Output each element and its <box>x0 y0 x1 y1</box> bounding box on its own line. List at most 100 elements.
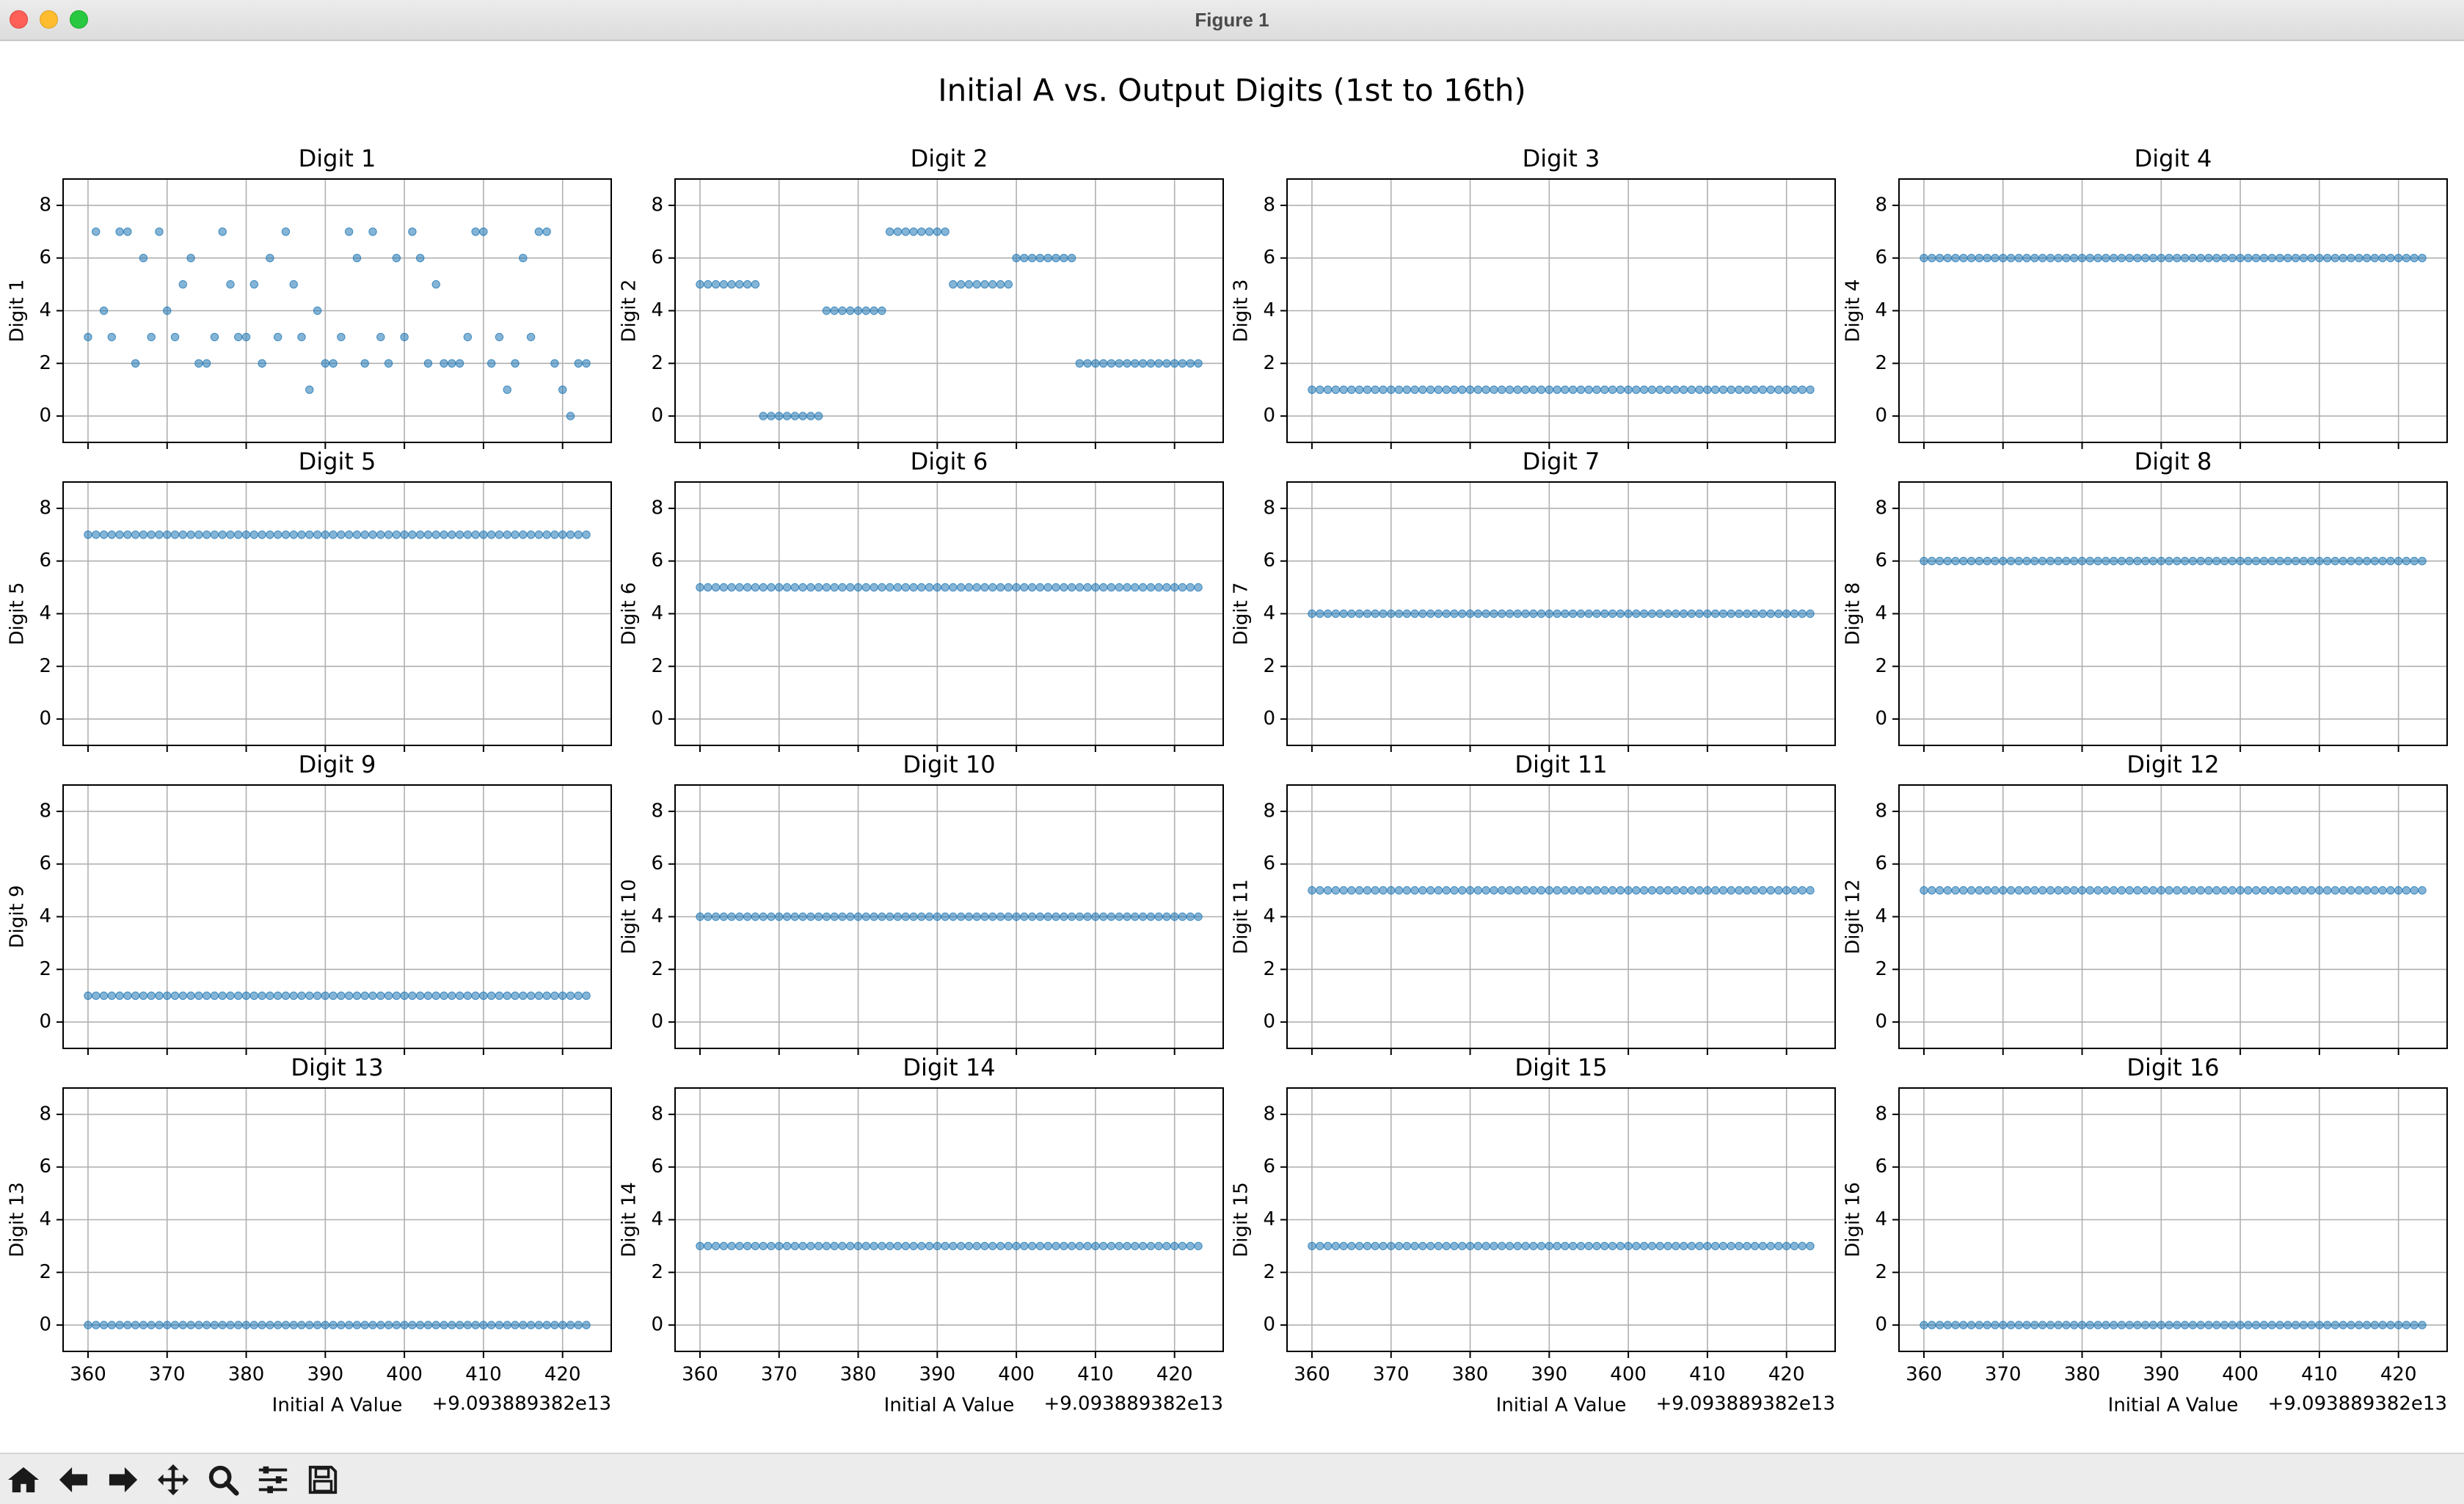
forward-button[interactable] <box>103 1461 144 1498</box>
data-point <box>1521 385 1530 394</box>
y-tick-label: 4 <box>1875 299 1887 321</box>
y-axis-label: Digit 8 <box>1842 583 1865 646</box>
x-axis-label: Initial A Value <box>1496 1395 1627 1417</box>
y-tick-label: 4 <box>1875 602 1887 624</box>
x-tick-label: 380 <box>2064 1364 2101 1386</box>
data-point <box>996 280 1005 289</box>
data-point <box>495 332 504 342</box>
data-point <box>949 912 958 921</box>
data-point <box>178 280 188 289</box>
data-point <box>933 912 942 921</box>
data-point <box>1060 254 1068 263</box>
data-point <box>790 412 800 420</box>
data-point <box>2038 254 2047 263</box>
data-point <box>2148 886 2158 895</box>
subplot-14: 0 2 4 6 8 360 370 380 390 400 410 420 Digit 14 Digit … <box>619 1054 1224 1417</box>
data-point <box>1458 385 1467 394</box>
data-point <box>249 991 259 1000</box>
y-axis-label: Digit 12 <box>1842 879 1865 954</box>
data-point <box>249 280 259 289</box>
close-window-icon[interactable] <box>10 10 28 29</box>
data-point <box>1131 583 1140 592</box>
data-point <box>234 991 243 1000</box>
data-point <box>2141 254 2150 263</box>
data-point <box>2014 1321 2024 1329</box>
data-point <box>115 991 124 1000</box>
data-point <box>1154 359 1163 368</box>
data-point <box>743 912 752 921</box>
data-point <box>1347 886 1356 895</box>
data-point <box>1928 886 1936 895</box>
data-point <box>258 1321 266 1329</box>
save-button[interactable] <box>302 1461 343 1498</box>
pan-button[interactable] <box>153 1461 194 1498</box>
data-point <box>1687 1241 1696 1251</box>
data-point <box>822 1241 831 1251</box>
home-button[interactable] <box>3 1461 44 1498</box>
data-point <box>440 1321 448 1329</box>
data-point <box>2117 254 2126 263</box>
y-tick-label: 4 <box>1263 1208 1275 1230</box>
data-point <box>1584 385 1593 394</box>
data-point <box>1012 912 1021 921</box>
minimize-window-icon[interactable] <box>40 10 58 29</box>
y-tick-label: 2 <box>1263 958 1275 980</box>
x-tick-label: 420 <box>2380 1364 2417 1386</box>
data-point <box>853 1241 863 1251</box>
subplot-9: 0 2 4 6 8 Digit 9 Digit 9 <box>7 751 612 1055</box>
window-titlebar[interactable]: Figure 1 <box>0 0 2464 41</box>
data-point <box>1774 886 1783 895</box>
data-point <box>1458 609 1467 618</box>
data-point <box>798 583 807 592</box>
data-point <box>1592 886 1601 895</box>
data-point <box>806 1241 815 1251</box>
back-button[interactable] <box>53 1461 94 1498</box>
data-point <box>2259 886 2269 895</box>
data-point <box>1170 359 1179 368</box>
data-point <box>1162 359 1171 368</box>
data-point <box>448 991 456 1000</box>
data-point <box>2362 1321 2372 1329</box>
data-point <box>1672 1241 1680 1251</box>
data-point <box>925 1241 934 1251</box>
data-point <box>988 912 997 921</box>
data-point <box>1975 886 1984 895</box>
data-point <box>519 1321 528 1329</box>
data-point <box>1178 1241 1187 1251</box>
y-tick-label: 8 <box>1875 1103 1887 1125</box>
back-arrow-icon <box>59 1467 88 1493</box>
configure-subplots-button[interactable] <box>252 1461 294 1498</box>
data-point <box>511 359 520 368</box>
x-tick-label: 410 <box>465 1364 502 1386</box>
data-point <box>711 280 721 289</box>
data-point <box>258 530 266 539</box>
data-point <box>1928 557 1936 566</box>
data-point <box>1782 609 1791 618</box>
maximize-window-icon[interactable] <box>70 10 88 29</box>
data-point <box>1035 912 1045 921</box>
data-point <box>1067 583 1076 592</box>
data-point <box>542 1321 551 1329</box>
data-point <box>1402 609 1412 618</box>
data-point <box>1624 609 1633 618</box>
data-point <box>218 227 227 236</box>
data-point <box>1497 1241 1506 1251</box>
data-point <box>1162 1241 1171 1251</box>
data-point <box>2165 254 2173 263</box>
data-point <box>2267 1321 2276 1329</box>
data-point <box>2157 886 2166 895</box>
data-point <box>1806 385 1815 394</box>
data-point <box>759 583 768 592</box>
y-tick-label: 8 <box>39 1103 51 1125</box>
zoom-button[interactable] <box>203 1461 244 1498</box>
data-point <box>178 991 188 1000</box>
data-point <box>147 332 156 342</box>
data-point <box>1450 609 1459 618</box>
data-point <box>226 1321 235 1329</box>
y-tick-label: 2 <box>39 958 51 980</box>
y-tick-label: 4 <box>651 1208 663 1230</box>
data-point <box>964 1241 974 1251</box>
data-point <box>1123 583 1131 592</box>
data-point <box>790 912 800 921</box>
data-point <box>163 1321 172 1329</box>
